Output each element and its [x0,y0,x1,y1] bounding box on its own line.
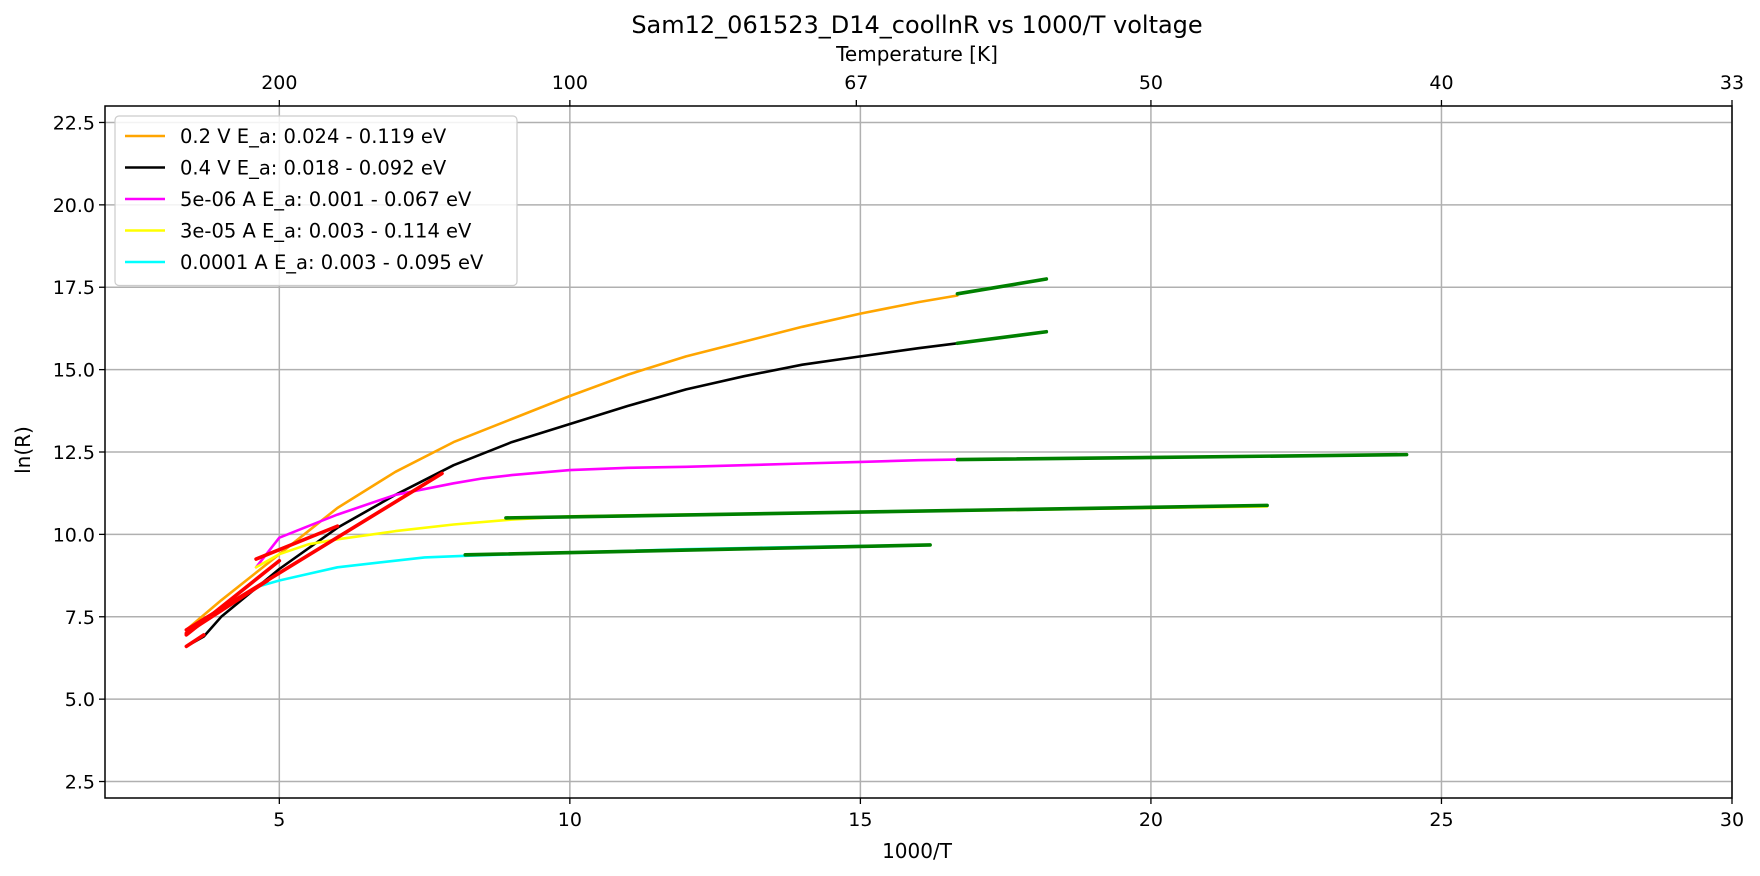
x-tick-label: 20 [1139,809,1163,831]
y-tick-label: 20.0 [53,195,95,217]
fit-segment [955,329,1049,346]
legend-label: 0.2 V E_a: 0.024 - 0.119 eV [180,125,447,148]
legend-label: 0.0001 A E_a: 0.003 - 0.095 eV [180,251,484,274]
y-tick-label: 15.0 [53,360,95,382]
x-tick-label: 10 [558,809,582,831]
top-tick-label: 33 [1720,72,1744,94]
legend-label: 3e-05 A E_a: 0.003 - 0.114 eV [180,220,472,243]
chart-title: Sam12_061523_D14_coollnR vs 1000/T volta… [631,11,1202,39]
y-tick-label: 5.0 [65,689,95,711]
series-line [185,294,959,632]
top-tick-label: 40 [1429,72,1453,94]
x-tick-label: 25 [1429,809,1453,831]
y-tick-label: 2.5 [65,772,95,794]
x-tick-label: 30 [1720,809,1744,831]
x-axis-label: 1000/T [882,839,953,863]
fit-segment [463,543,932,557]
y-tick-label: 22.5 [53,112,95,134]
top-tick-label: 50 [1139,72,1163,94]
legend-box [114,115,518,287]
x-tick-label: 15 [848,809,872,831]
x-tick-label: 5 [273,809,285,831]
fit-segment [184,633,206,649]
y-tick-label: 7.5 [65,607,95,629]
fit-segment [504,503,1269,520]
fit-segment [955,277,1049,296]
top-tick-label: 67 [844,72,868,94]
y-axis-label: ln(R) [11,426,35,474]
y-tick-label: 12.5 [53,442,95,464]
top-tick-label: 200 [261,72,297,94]
fit-segment [955,452,1409,462]
fit-segments [184,277,1409,649]
y-tick-label: 17.5 [53,277,95,299]
series-line [254,458,959,569]
fit-segment [184,578,270,636]
legend-label: 0.4 V E_a: 0.018 - 0.092 eV [180,157,447,180]
top-tick-label: 100 [552,72,588,94]
legend-label: 5e-06 A E_a: 0.001 - 0.067 eV [180,188,472,211]
fit-segment [254,524,340,561]
legend: 0.2 V E_a: 0.024 - 0.119 eV 0.4 V E_a: 0.… [114,115,518,287]
axis-ticks: 5 10 15 20 25 30 2.5 5.0 7.5 10.0 12.5 15.0 17.5 20.0… [53,72,1744,831]
y-tick-label: 10.0 [53,524,95,546]
top-x-axis-label: Temperature [K] [835,42,998,66]
plot-frame [104,105,1733,799]
grid [105,106,1733,798]
